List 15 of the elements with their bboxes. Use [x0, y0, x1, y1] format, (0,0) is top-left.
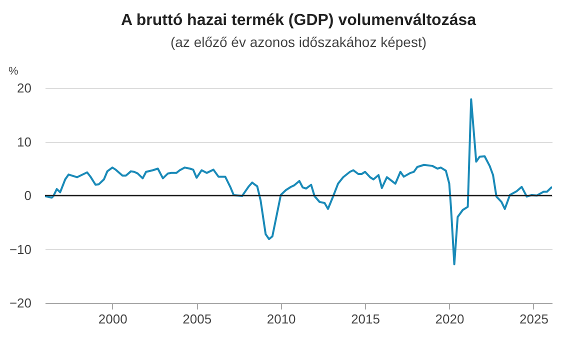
y-tick-label: 10 [17, 134, 32, 150]
y-axis-title: % [8, 66, 18, 78]
chart-subtitle: (az előző év azonos időszakához képest) [170, 34, 427, 50]
x-tick-label: 2000 [98, 312, 128, 326]
x-tick-label: 2025 [520, 312, 548, 326]
x-tick-label: 2005 [182, 312, 212, 326]
chart-title: A bruttó hazai termék (GDP) volumenváltozása [120, 12, 476, 29]
y-tick-label: 20 [17, 80, 32, 96]
x-tick-label: 2020 [435, 312, 464, 326]
y-tick-label: 0 [24, 188, 32, 203]
x-tick-label: 2010 [266, 312, 296, 326]
y-tick-label: −20 [9, 296, 32, 310]
line-series [45, 98, 552, 266]
x-tick-label: 2015 [351, 312, 380, 326]
y-tick-label: −10 [9, 242, 32, 257]
